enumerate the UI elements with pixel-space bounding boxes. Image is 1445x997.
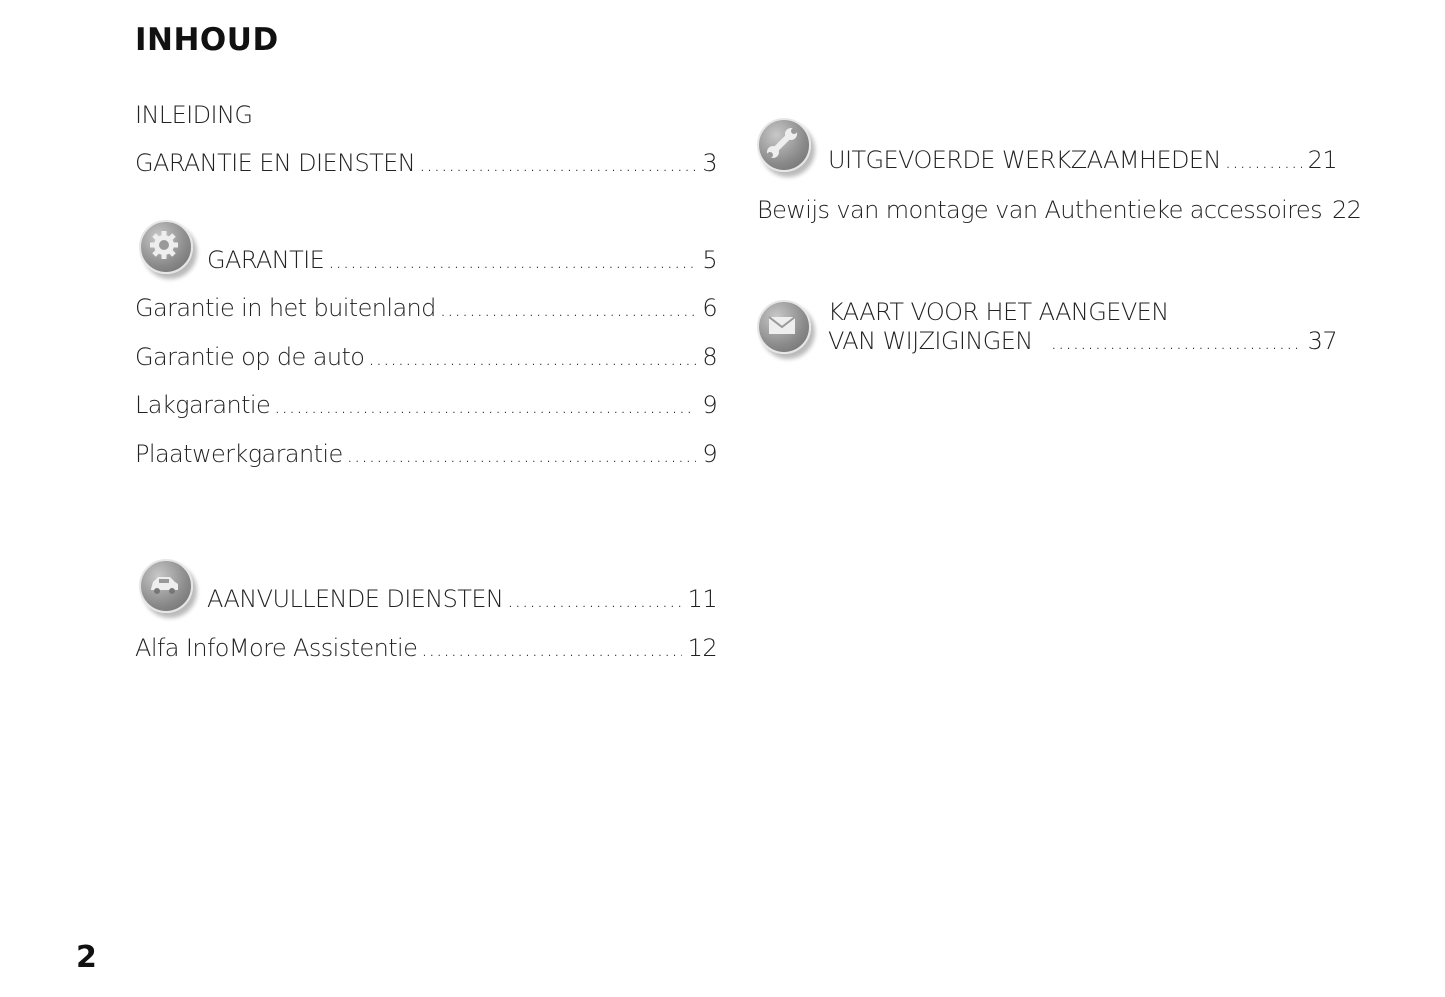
entry-label: UITGEVOERDE WERKZAAMHEDEN (828, 146, 1221, 174)
entry-label: Bewijs van montage van Authentieke acces… (757, 196, 1323, 224)
toc-entry-aanvullende-diensten[interactable]: AANVULLENDE DIENSTEN 11 (207, 582, 718, 616)
dot-leader (419, 148, 696, 178)
toc-entry[interactable]: Garantie op de auto 8 (135, 340, 718, 374)
entry-label: INLEIDING (135, 101, 253, 129)
gear-icon (137, 220, 193, 276)
page-number: 2 (76, 940, 97, 975)
page-title: INHOUD (135, 22, 279, 58)
entry-label: Garantie op de auto (135, 343, 365, 371)
wrench-icon (755, 118, 811, 174)
dot-leader (440, 293, 697, 323)
entry-page: 5 (702, 246, 717, 274)
entry-page: 11 (687, 585, 718, 613)
dot-leader (347, 439, 697, 469)
toc-entry-garantie[interactable]: GARANTIE 5 (207, 243, 718, 277)
toc-entry[interactable]: Plaatwerkgarantie 9 (135, 437, 718, 471)
dot-leader (328, 245, 696, 275)
entry-label: Plaatwerkgarantie (135, 440, 343, 468)
toc-entry[interactable]: Lakgarantie 9 (135, 388, 718, 422)
toc-entry[interactable]: GARANTIE EN DIENSTEN 3 (135, 146, 718, 180)
entry-page: 8 (702, 343, 717, 371)
dot-leader (1225, 145, 1302, 175)
entry-label: GARANTIE EN DIENSTEN (135, 149, 416, 177)
entry-label: AANVULLENDE DIENSTEN (207, 585, 504, 613)
toc-entry[interactable]: Bewijs van montage van Authentieke acces… (757, 193, 1362, 227)
entry-page: 37 (1307, 327, 1338, 355)
entry-label: KAART VOOR HET AANGEVEN (828, 298, 1169, 326)
entry-page: 9 (702, 391, 717, 419)
entry-page: 22 (1332, 196, 1362, 224)
entry-label: Lakgarantie (135, 391, 271, 419)
dot-leader (507, 584, 681, 614)
entry-label: Garantie in het buitenland (135, 294, 436, 322)
entry-page: 9 (702, 440, 717, 468)
toc-entry-kaart-cont[interactable]: VAN WIJZIGINGEN 37 (828, 324, 1338, 358)
entry-page: 3 (702, 149, 717, 177)
toc-entry[interactable]: Alfa InfoMore Assistentie 12 (135, 631, 718, 665)
toc-entry-uitgevoerde-werkzaamheden[interactable]: UITGEVOERDE WERKZAAMHEDEN 21 (828, 143, 1338, 177)
entry-label: Alfa InfoMore Assistentie (135, 634, 418, 662)
envelope-icon (755, 300, 811, 356)
entry-label: VAN WIJZIGINGEN (828, 327, 1033, 355)
dot-leader (368, 342, 696, 372)
toc-entry-kaart[interactable]: KAART VOOR HET AANGEVEN (828, 295, 1337, 329)
toc-entry[interactable]: Garantie in het buitenland 6 (135, 291, 718, 325)
dot-leader (274, 390, 696, 420)
toc-entry-inleiding[interactable]: INLEIDING (135, 98, 717, 132)
entry-page: 12 (687, 634, 718, 662)
entry-page: 6 (702, 294, 717, 322)
dot-leader (421, 633, 681, 663)
entry-label: GARANTIE (207, 246, 325, 274)
entry-page: 21 (1307, 146, 1338, 174)
dot-leader (1051, 326, 1302, 356)
car-icon (137, 559, 193, 615)
